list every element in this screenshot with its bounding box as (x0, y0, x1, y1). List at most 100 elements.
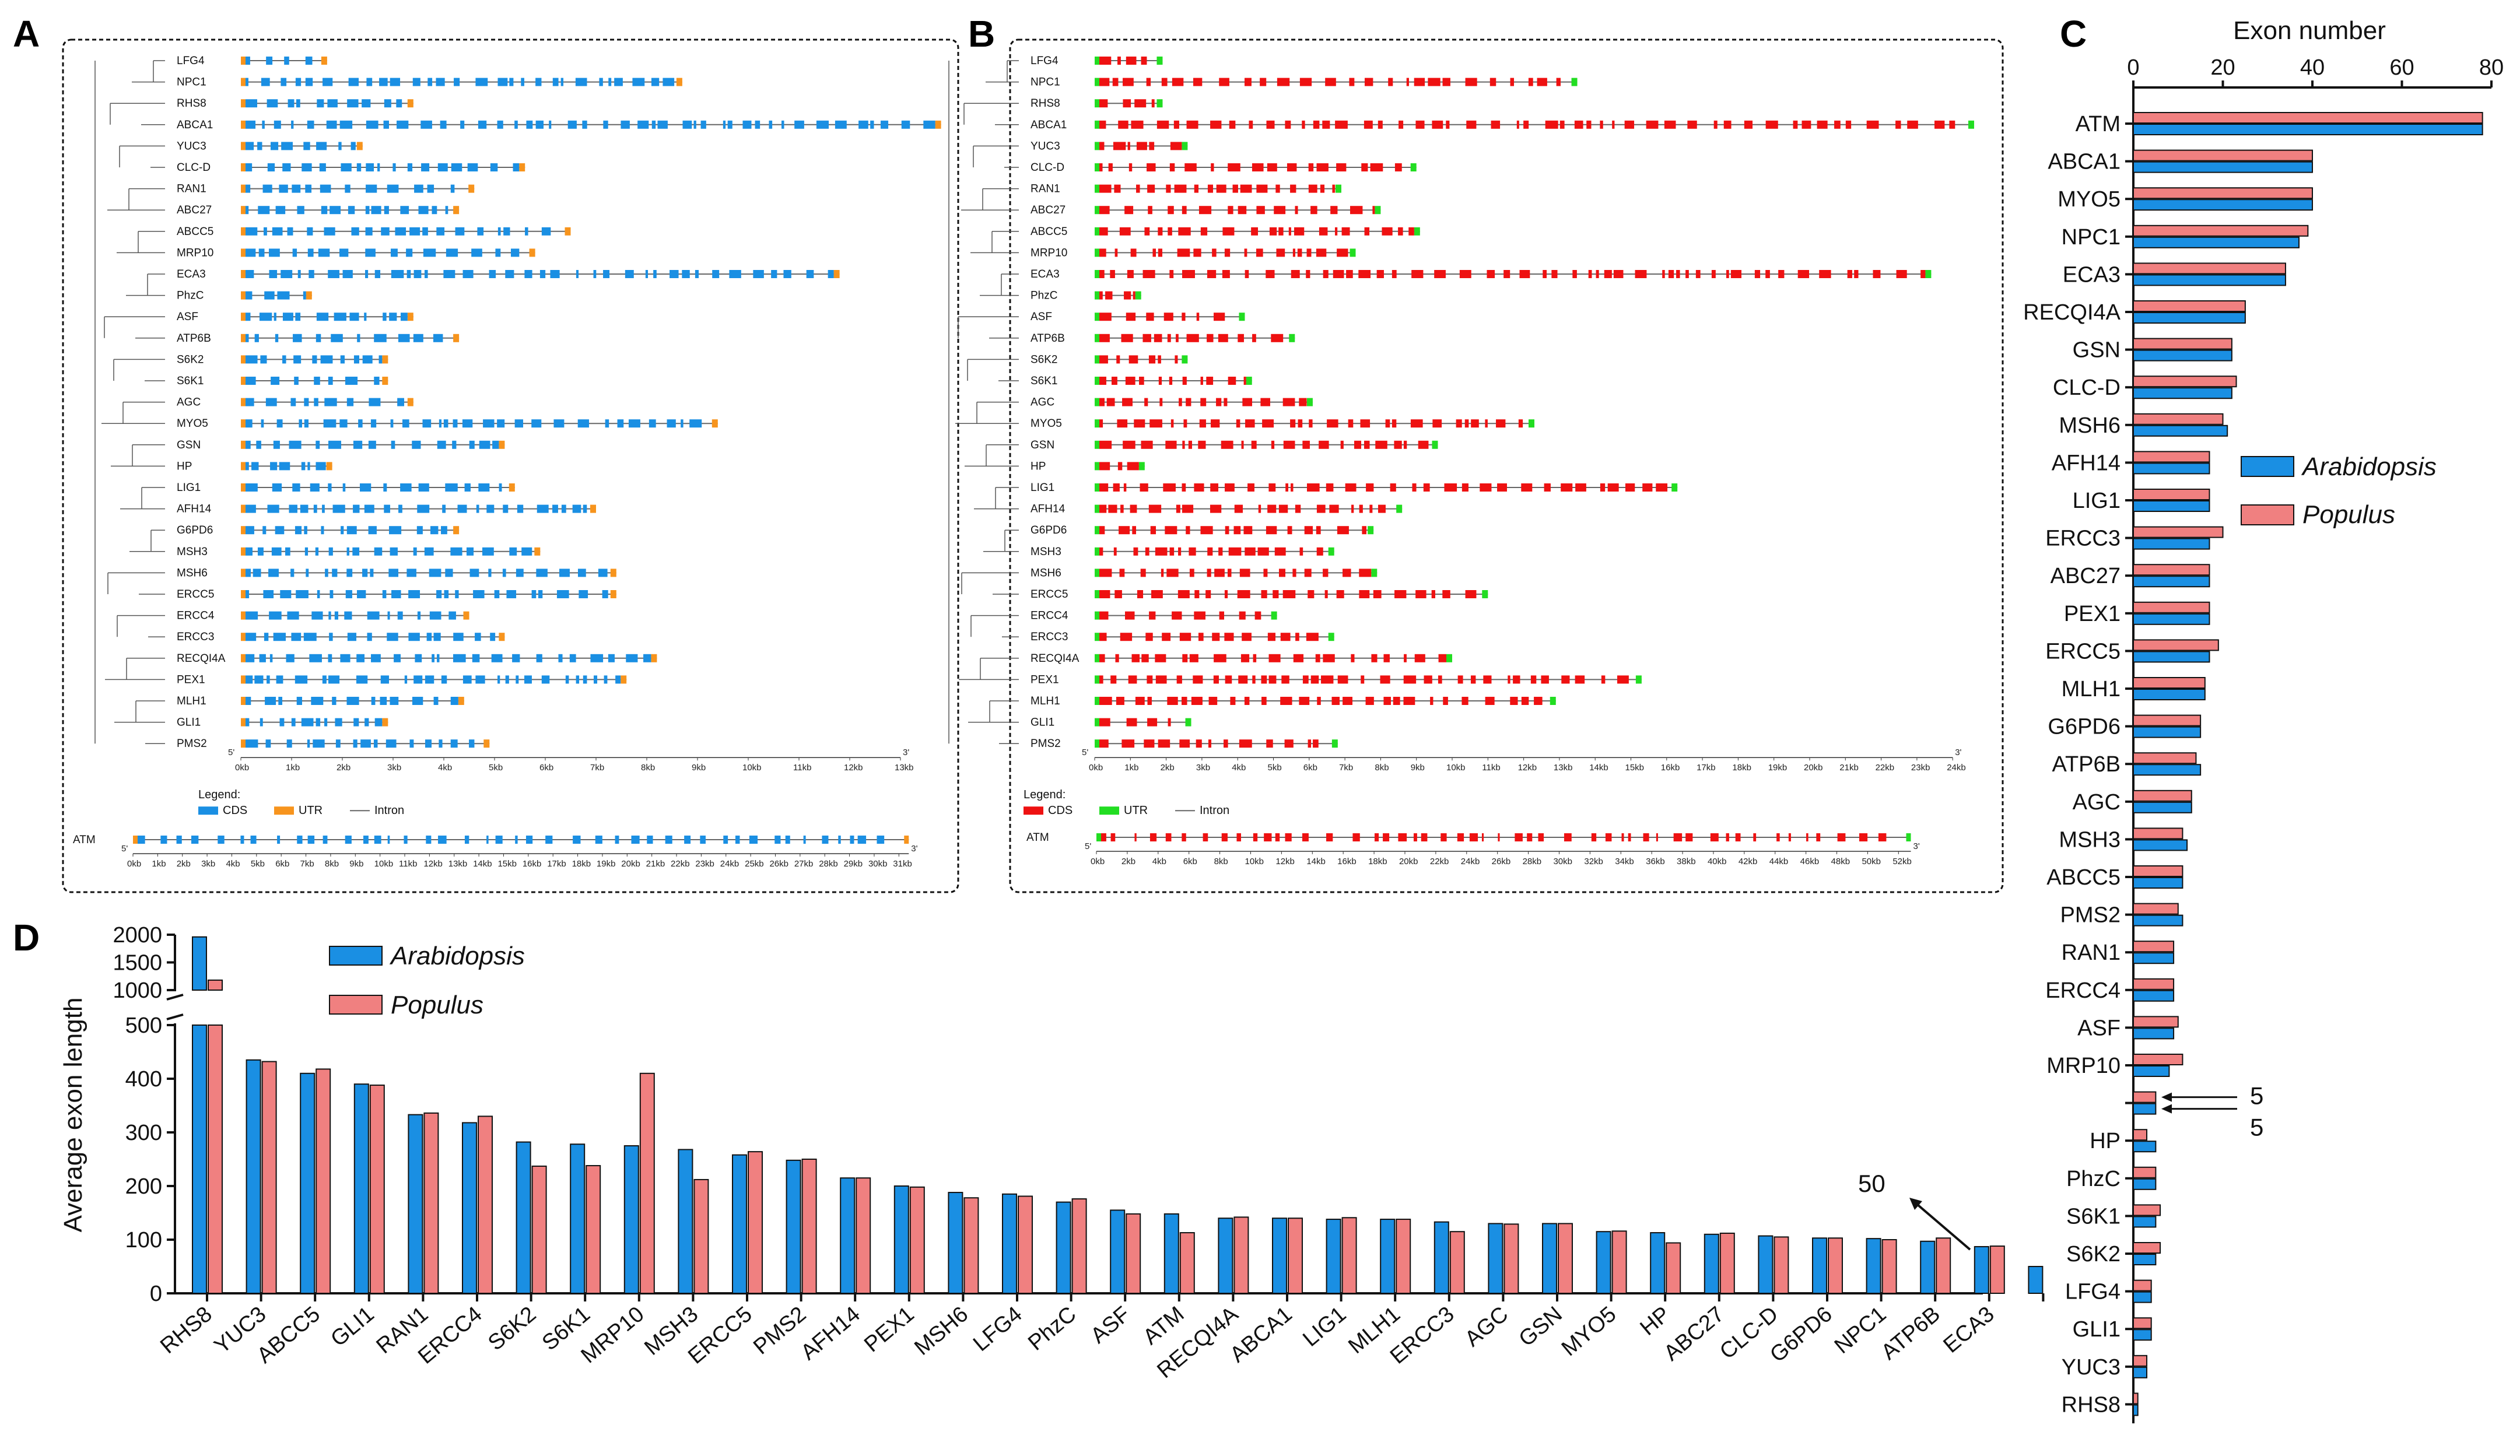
exon-block (450, 184, 455, 193)
exon-block (254, 334, 259, 342)
exon-block (1165, 440, 1177, 449)
exon-block (460, 120, 465, 129)
exon-block (1239, 611, 1246, 620)
exon-block (1491, 120, 1501, 129)
exon-block (479, 440, 490, 449)
axis-tick-label: 19kb (1768, 763, 1788, 773)
exon-block (366, 163, 374, 171)
exon-block (277, 291, 290, 300)
exon-block (454, 78, 460, 86)
exon-block (1158, 227, 1163, 236)
bar-populus (1503, 1223, 1519, 1294)
category-label: ERCC4 (2045, 978, 2121, 1003)
atm-exon (850, 836, 854, 844)
exon-block (1801, 120, 1811, 129)
exon-block (1561, 483, 1573, 492)
exon-block (549, 120, 552, 129)
atm-exon (595, 836, 602, 844)
exon-block (364, 504, 374, 513)
bar-arabidopsis (2133, 1027, 2175, 1040)
exon-block (1291, 483, 1294, 492)
bar-populus (1611, 1230, 1627, 1294)
atm-exon (1182, 833, 1186, 841)
exon-block (1252, 675, 1256, 684)
exon-block (1617, 675, 1629, 684)
exon-block (1744, 120, 1753, 129)
exon-block (340, 654, 351, 662)
exon-block (1119, 526, 1130, 535)
bar-populus (2133, 1392, 2139, 1405)
utr-block (1289, 334, 1295, 342)
exon-block (1216, 184, 1226, 193)
exon-block (1459, 270, 1471, 278)
exon-block (1207, 334, 1214, 342)
legend-title: Legend: (198, 788, 240, 801)
exon-block (682, 270, 690, 278)
utr-block (241, 99, 246, 108)
bar-arabidopsis (2133, 349, 2232, 362)
exon-block (1325, 78, 1336, 86)
exon-block (356, 654, 365, 662)
gene-label: S6K2 (177, 353, 204, 366)
exon-block (663, 78, 675, 86)
utr-block (1095, 654, 1099, 662)
exon-block (536, 654, 542, 662)
exon-block (1134, 99, 1147, 108)
utr-block (382, 718, 388, 727)
exon-block (559, 569, 570, 577)
atm-exon (1816, 833, 1821, 841)
exon-block (453, 419, 458, 428)
bar-arabidopsis (1704, 1233, 1719, 1294)
atm-tick-label: 42kb (1739, 857, 1758, 866)
exon-block (1408, 227, 1414, 236)
utr-block (1095, 611, 1099, 620)
utr-block (590, 504, 596, 513)
exon-block (1242, 398, 1252, 406)
exon-block (455, 227, 465, 236)
bar-arabidopsis (1326, 1219, 1341, 1294)
utr-block (1095, 697, 1099, 705)
atm-exon (1726, 833, 1729, 841)
exon-block (1403, 697, 1415, 705)
exon-block (514, 120, 518, 129)
exon-block (351, 142, 356, 150)
exon-block (324, 227, 335, 236)
exon-block (1200, 526, 1213, 535)
exon-block (339, 120, 353, 129)
bar-arabidopsis (353, 1083, 369, 1294)
exon-block (1179, 739, 1190, 748)
bar-arabidopsis (2133, 726, 2202, 738)
exon-block (1128, 355, 1138, 364)
exon-block (406, 270, 411, 278)
atm-exon (700, 836, 706, 844)
utr-block (241, 184, 246, 193)
exon-block (246, 313, 251, 321)
atm-utr (1096, 833, 1101, 841)
utr-block (241, 398, 246, 406)
exon-block (1575, 675, 1585, 684)
atm-tick-label: 8kb (1214, 857, 1228, 866)
exon-block (324, 398, 337, 406)
exon-block (1266, 270, 1275, 278)
annot-arrow (1916, 1204, 1971, 1251)
gene-label: LIG1 (177, 482, 201, 494)
exon-block (427, 78, 433, 86)
exon-block (1172, 611, 1182, 620)
gene-label: RAN1 (1031, 183, 1060, 195)
exon-block (412, 440, 421, 449)
exon-block (425, 739, 432, 748)
exon-block (1186, 120, 1198, 129)
panel-letter-c: C (2060, 13, 2087, 55)
exon-block (1245, 547, 1256, 556)
utr-block (499, 440, 505, 449)
bar-populus (1179, 1232, 1195, 1294)
exon-block (1214, 654, 1226, 662)
bar-populus (2133, 827, 2183, 840)
exon-block (1287, 526, 1292, 535)
bar-populus (693, 1178, 709, 1294)
atm-exon (1685, 833, 1693, 841)
exon-block (1267, 633, 1275, 641)
exon-block (1896, 270, 1907, 278)
exon-block (473, 590, 485, 598)
exon-block (246, 142, 254, 150)
